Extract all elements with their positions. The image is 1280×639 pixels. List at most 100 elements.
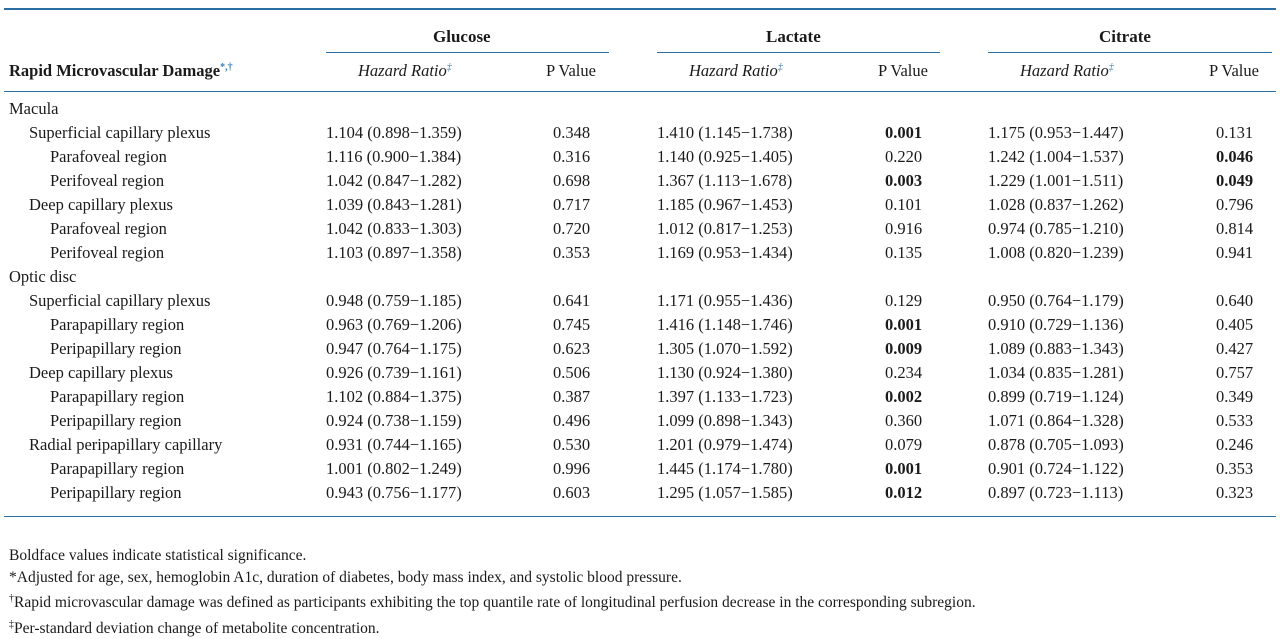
- row-label: Parapapillary region: [50, 315, 184, 335]
- hazard-ratio-mark: ‡: [778, 62, 783, 73]
- citrate-hazard-ratio-cell: 1.034 (0.835−1.281): [988, 363, 1124, 383]
- glucose-p-value-cell: 0.720: [553, 219, 590, 239]
- lactate-hazard-ratio-cell: 1.130 (0.924−1.380): [657, 363, 793, 383]
- glucose-hazard-ratio-cell: 0.924 (0.738−1.159): [326, 411, 462, 431]
- row-label: Peripapillary region: [50, 411, 182, 431]
- lactate-hazard-ratio-cell: 1.185 (0.967−1.453): [657, 195, 793, 215]
- glucose-p-value-cell: 0.348: [553, 123, 590, 143]
- citrate-hazard-ratio-cell: 0.950 (0.764−1.179): [988, 291, 1124, 311]
- p-value-header-glucose: P Value: [546, 61, 596, 81]
- citrate-p-value-cell: 0.353: [1216, 459, 1253, 479]
- glucose-p-value-cell: 0.745: [553, 315, 590, 335]
- footnote-text: Adjusted for age, sex, hemoglobin A1c, d…: [17, 569, 682, 586]
- stub-header-label: Rapid Microvascular Damage: [9, 61, 220, 80]
- lactate-p-value-cell: 0.234: [885, 363, 922, 383]
- footnote: ‡Per-standard deviation change of metabo…: [9, 614, 976, 639]
- glucose-p-value-cell: 0.641: [553, 291, 590, 311]
- footnote-text: Per-standard deviation change of metabol…: [14, 620, 380, 637]
- glucose-hazard-ratio-cell: 0.943 (0.756−1.177): [326, 483, 462, 503]
- citrate-p-value-cell: 0.640: [1216, 291, 1253, 311]
- row-label: Parafoveal region: [50, 147, 167, 167]
- footnote: †Rapid microvascular damage was defined …: [9, 588, 976, 614]
- row-label: Parapapillary region: [50, 459, 184, 479]
- group-rule-lactate: [657, 52, 940, 53]
- glucose-p-value-cell: 0.316: [553, 147, 590, 167]
- table-row: Parapapillary region 1.001 (0.802−1.249) 0…: [0, 456, 1280, 480]
- lactate-hazard-ratio-cell: 1.295 (1.057−1.585): [657, 483, 793, 503]
- lactate-hazard-ratio-cell: 1.445 (1.174−1.780): [657, 459, 793, 479]
- lactate-p-value-cell: 0.001: [885, 315, 922, 335]
- citrate-hazard-ratio-cell: 1.071 (0.864−1.328): [988, 411, 1124, 431]
- lactate-p-value-cell: 0.012: [885, 483, 922, 503]
- glucose-hazard-ratio-cell: 1.102 (0.884−1.375): [326, 387, 462, 407]
- citrate-hazard-ratio-cell: 0.910 (0.729−1.136): [988, 315, 1124, 335]
- lactate-p-value-cell: 0.003: [885, 171, 922, 191]
- glucose-hazard-ratio-cell: 1.103 (0.897−1.358): [326, 243, 462, 263]
- hazard-ratio-header-lactate: Hazard Ratio‡: [689, 61, 783, 81]
- glucose-hazard-ratio-cell: 0.963 (0.769−1.206): [326, 315, 462, 335]
- glucose-hazard-ratio-cell: 0.926 (0.739−1.161): [326, 363, 462, 383]
- lactate-hazard-ratio-cell: 1.305 (1.070−1.592): [657, 339, 793, 359]
- row-label: Parapapillary region: [50, 387, 184, 407]
- citrate-hazard-ratio-cell: 1.028 (0.837−1.262): [988, 195, 1124, 215]
- hazard-ratio-label: Hazard Ratio: [689, 61, 778, 80]
- footnote: Boldface values indicate statistical sig…: [9, 545, 976, 567]
- hazard-ratio-label: Hazard Ratio: [358, 61, 447, 80]
- glucose-p-value-cell: 0.717: [553, 195, 590, 215]
- row-label: Parafoveal region: [50, 219, 167, 239]
- table-row: Parapapillary region 1.102 (0.884−1.375) 0…: [0, 384, 1280, 408]
- glucose-hazard-ratio-cell: 1.042 (0.833−1.303): [326, 219, 462, 239]
- citrate-hazard-ratio-cell: 0.899 (0.719−1.124): [988, 387, 1124, 407]
- header-rule: [4, 91, 1276, 92]
- glucose-hazard-ratio-cell: 0.931 (0.744−1.165): [326, 435, 462, 455]
- glucose-p-value-cell: 0.996: [553, 459, 590, 479]
- hazard-ratio-header-glucose: Hazard Ratio‡: [358, 61, 452, 81]
- glucose-hazard-ratio-cell: 1.116 (0.900−1.384): [326, 147, 461, 167]
- footnote: *Adjusted for age, sex, hemoglobin A1c, …: [9, 567, 976, 589]
- citrate-hazard-ratio-cell: 0.901 (0.724−1.122): [988, 459, 1124, 479]
- lactate-p-value-cell: 0.101: [885, 195, 922, 215]
- table-row: Parapapillary region 0.963 (0.769−1.206) 0…: [0, 312, 1280, 336]
- section-row: Optic disc: [0, 264, 1280, 288]
- footnote-text: Boldface values indicate statistical sig…: [9, 547, 306, 564]
- citrate-hazard-ratio-cell: 0.897 (0.723−1.113): [988, 483, 1123, 503]
- citrate-p-value-cell: 0.814: [1216, 219, 1253, 239]
- lactate-hazard-ratio-cell: 1.169 (0.953−1.434): [657, 243, 793, 263]
- stub-header: Rapid Microvascular Damage*,†: [9, 61, 233, 81]
- table-top-rule: [4, 8, 1276, 10]
- lactate-hazard-ratio-cell: 1.397 (1.133−1.723): [657, 387, 793, 407]
- group-header-glucose: Glucose: [433, 27, 491, 47]
- group-header-lactate: Lactate: [766, 27, 821, 47]
- lactate-hazard-ratio-cell: 1.171 (0.955−1.436): [657, 291, 793, 311]
- citrate-p-value-cell: 0.405: [1216, 315, 1253, 335]
- lactate-p-value-cell: 0.001: [885, 459, 922, 479]
- lactate-hazard-ratio-cell: 1.410 (1.145−1.738): [657, 123, 793, 143]
- hazard-ratio-mark: ‡: [447, 62, 452, 73]
- lactate-p-value-cell: 0.135: [885, 243, 922, 263]
- glucose-p-value-cell: 0.698: [553, 171, 590, 191]
- citrate-hazard-ratio-cell: 1.175 (0.953−1.447): [988, 123, 1124, 143]
- glucose-hazard-ratio-cell: 1.039 (0.843−1.281): [326, 195, 462, 215]
- stub-header-marks: *,†: [220, 62, 233, 73]
- row-label: Perifoveal region: [50, 171, 164, 191]
- lactate-p-value-cell: 0.129: [885, 291, 922, 311]
- citrate-p-value-cell: 0.323: [1216, 483, 1253, 503]
- group-header-citrate: Citrate: [1099, 27, 1151, 47]
- lactate-hazard-ratio-cell: 1.099 (0.898−1.343): [657, 411, 793, 431]
- row-label: Superficial capillary plexus: [29, 291, 210, 311]
- citrate-p-value-cell: 0.046: [1216, 147, 1253, 167]
- citrate-hazard-ratio-cell: 1.229 (1.001−1.511): [988, 171, 1123, 191]
- lactate-p-value-cell: 0.360: [885, 411, 922, 431]
- citrate-p-value-cell: 0.349: [1216, 387, 1253, 407]
- glucose-p-value-cell: 0.603: [553, 483, 590, 503]
- citrate-p-value-cell: 0.757: [1216, 363, 1253, 383]
- citrate-p-value-cell: 0.131: [1216, 123, 1253, 143]
- glucose-hazard-ratio-cell: 1.001 (0.802−1.249): [326, 459, 462, 479]
- footnote-text: Rapid microvascular damage was defined a…: [14, 594, 976, 611]
